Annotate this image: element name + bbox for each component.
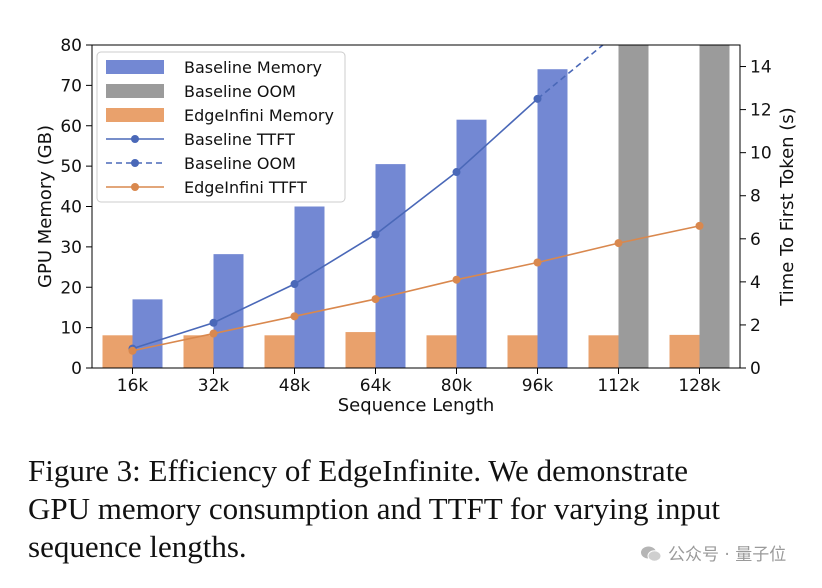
point-baseline-ttft-64k xyxy=(371,230,380,239)
legend-swatch-edgeinfini-memory xyxy=(106,108,164,122)
bar-edgeinfini-memory-32k xyxy=(183,335,214,368)
y-tick-label: 20 xyxy=(60,278,82,298)
y2-tick-label: 4 xyxy=(750,273,761,293)
bar-edgeinfini-memory-16k xyxy=(102,335,133,368)
y-axis-label: GPU Memory (GB) xyxy=(35,125,56,288)
bar-baseline-memory-80k xyxy=(456,119,487,368)
bar-edgeinfini-memory-128k xyxy=(669,334,700,368)
bar-baseline-memory-48k xyxy=(294,206,325,368)
point-edgeinfini-ttft-64k xyxy=(371,295,380,304)
legend: Baseline Memory Baseline OOM EdgeInfini Me… xyxy=(96,51,346,203)
point-baseline-ttft-80k xyxy=(452,168,461,177)
point-edgeinfini-ttft-32k xyxy=(209,329,218,338)
line-baseline-oom-dashed xyxy=(536,45,605,100)
line-baseline-ttft xyxy=(132,98,539,350)
x-tick-label: 32k xyxy=(198,376,230,396)
x-tick-label: 16k xyxy=(117,376,149,396)
bar-edgeinfini-memory-48k xyxy=(264,335,295,368)
legend-marker-baseline-oom-dashed xyxy=(131,159,139,167)
bar-edgeinfini-memory-64k xyxy=(345,332,376,368)
point-edgeinfini-ttft-16k xyxy=(128,346,137,355)
legend-label-baseline-oom-dashed: Baseline OOM xyxy=(184,154,296,173)
bar-edgeinfini-memory-80k xyxy=(426,335,457,368)
y-tick-label: 50 xyxy=(60,157,82,177)
point-edgeinfini-ttft-96k xyxy=(533,258,542,267)
y-tick-label: 30 xyxy=(60,238,82,258)
watermark: 公众号 · 量子位 xyxy=(640,540,786,565)
caption-line-3: sequence lengths. xyxy=(28,529,247,564)
bar-baseline-memory-64k xyxy=(375,164,406,368)
y-tick-label: 80 xyxy=(60,36,82,56)
x-tick-label: 112k xyxy=(597,376,639,396)
y2-tick-label: 0 xyxy=(750,359,761,379)
plot-area xyxy=(102,45,730,368)
point-edgeinfini-ttft-48k xyxy=(290,312,299,321)
x-tick-label: 96k xyxy=(522,376,554,396)
caption-line-2: GPU memory consumption and TTFT for vary… xyxy=(28,491,720,526)
point-baseline-ttft-32k xyxy=(209,318,218,327)
x-tick-label: 128k xyxy=(678,376,720,396)
point-edgeinfini-ttft-112k xyxy=(614,239,623,248)
y2-tick-label: 10 xyxy=(750,144,772,164)
y-tick-label: 60 xyxy=(60,117,82,137)
caption-line-1: Figure 3: Efficiency of EdgeInfinite. We… xyxy=(28,453,689,488)
y-tick-label: 70 xyxy=(60,76,82,96)
y2-tick-label: 6 xyxy=(750,230,761,250)
legend-swatch-baseline-memory xyxy=(106,60,164,74)
x-axis-label: Sequence Length xyxy=(338,395,495,416)
legend-label-edgeinfini-ttft: EdgeInfini TTFT xyxy=(184,178,307,197)
bar-edgeinfini-memory-96k xyxy=(507,335,538,368)
legend-label-edgeinfini-memory: EdgeInfini Memory xyxy=(184,106,334,125)
bar-edgeinfini-memory-112k xyxy=(588,335,619,368)
bar-baseline-oom-128k xyxy=(699,45,730,368)
legend-swatch-baseline-oom xyxy=(106,84,164,98)
point-edgeinfini-ttft-80k xyxy=(452,275,461,284)
legend-label-baseline-ttft: Baseline TTFT xyxy=(184,130,295,149)
figure-caption: Figure 3: Efficiency of EdgeInfinite. We… xyxy=(28,452,808,566)
legend-label-baseline-oom: Baseline OOM xyxy=(184,82,296,101)
bar-baseline-memory-96k xyxy=(537,69,568,368)
bar-baseline-memory-16k xyxy=(132,299,163,368)
x-tick-label: 80k xyxy=(441,376,473,396)
bar-baseline-oom-112k xyxy=(618,45,649,368)
y2-axis-label: Time To First Token (s) xyxy=(777,107,798,306)
y2-tick-label: 8 xyxy=(750,187,761,207)
line-edgeinfini-ttft xyxy=(132,225,700,352)
x-tick-label: 48k xyxy=(279,376,311,396)
point-edgeinfini-ttft-128k xyxy=(695,221,704,230)
x-tick-label: 64k xyxy=(360,376,392,396)
watermark-text: 公众号 · 量子位 xyxy=(668,545,787,565)
legend-label-baseline-memory: Baseline Memory xyxy=(184,58,322,77)
y-tick-label: 0 xyxy=(71,359,82,379)
y-tick-label: 10 xyxy=(60,319,82,339)
legend-marker-baseline-ttft xyxy=(131,135,139,143)
y2-tick-label: 14 xyxy=(750,58,772,78)
legend-marker-edgeinfini-ttft xyxy=(131,183,139,191)
wechat-icon xyxy=(641,546,662,562)
y2-tick-label: 12 xyxy=(750,101,772,121)
chart: 0 10 20 30 40 50 60 70 80 0 2 4 6 8 10 12 14 16k 32k 48k 64k… xyxy=(35,36,798,416)
y-tick-label: 40 xyxy=(60,198,82,218)
y2-tick-label: 2 xyxy=(750,316,761,336)
point-baseline-ttft-48k xyxy=(290,280,299,289)
